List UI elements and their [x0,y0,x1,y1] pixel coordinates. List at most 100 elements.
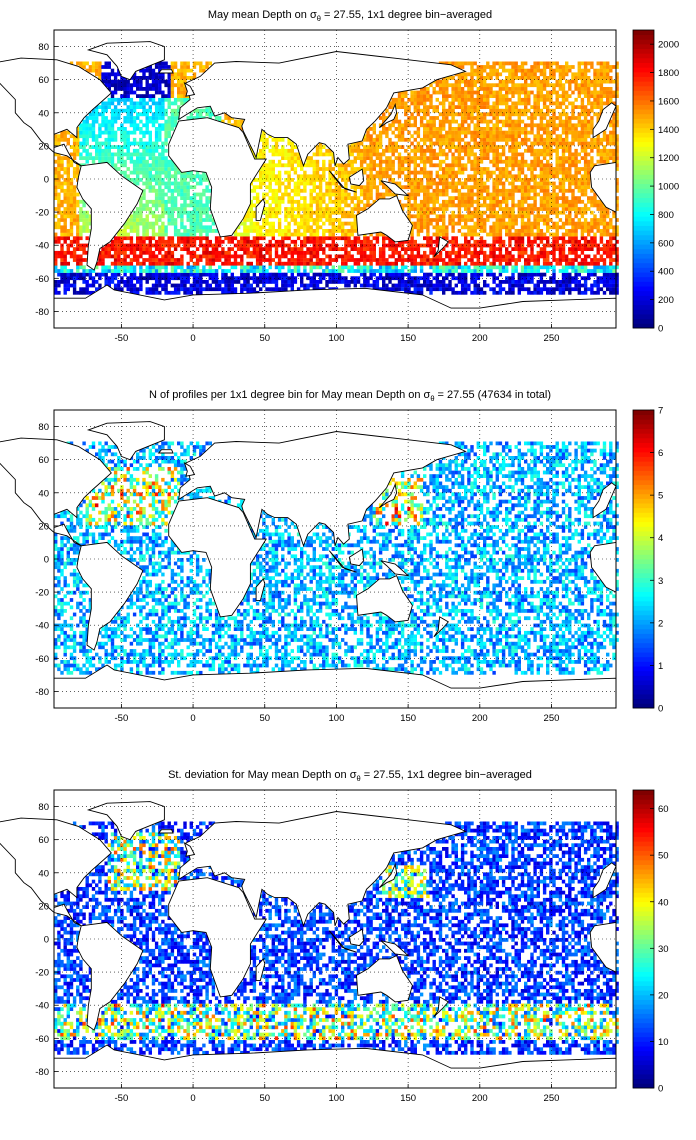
heatmap-cell [227,269,231,273]
heatmap-cell [385,174,389,179]
heatmap-cell [366,163,370,168]
heatmap-cell [382,167,386,171]
heatmap-cell [281,156,285,160]
heatmap-cell [208,254,212,259]
heatmap-cell [413,170,417,175]
heatmap-cell [240,287,244,292]
heatmap-cell [246,232,250,237]
heatmap-cell [183,225,187,230]
heatmap-cell [255,276,260,281]
heatmap-cell [612,236,616,241]
heatmap-cell [54,174,58,179]
heatmap-cell [123,280,127,284]
heatmap-cell [460,218,465,222]
heatmap-cell [561,287,566,292]
heatmap-cell [57,170,61,175]
heatmap-cell [331,247,335,251]
heatmap-cell [259,243,263,248]
heatmap-cell [151,163,156,168]
heatmap-cell [442,218,446,222]
heatmap-cell [350,254,354,259]
heatmap-cell [602,156,607,160]
heatmap-cell [117,247,121,251]
heatmap-cell [88,134,93,139]
heatmap-cell [473,254,477,259]
heatmap-cell [577,247,581,251]
heatmap-cell [498,203,503,208]
heatmap-cell [136,148,140,153]
heatmap-cell [464,207,468,211]
heatmap-cell [158,170,162,175]
heatmap-cell [388,272,392,277]
heatmap-cell [214,258,219,262]
heatmap-cell [107,250,111,255]
heatmap-cell [170,199,175,204]
heatmap-cell [378,269,383,273]
heatmap-cell [590,210,594,215]
heatmap-cell [306,272,310,277]
heatmap-cell [524,232,528,237]
heatmap-cell [520,272,525,277]
heatmap-cell [407,163,411,168]
heatmap-cell [287,137,291,142]
heatmap-cell [337,272,342,277]
heatmap-cell [142,261,146,266]
heatmap-cell [590,290,594,295]
heatmap-cell [558,141,563,146]
heatmap-cell [136,210,140,215]
heatmap-cell [457,148,462,153]
heatmap-cell [539,134,544,139]
heatmap-cell [413,221,417,226]
heatmap-cell [542,167,547,171]
heatmap-cell [533,152,537,157]
heatmap-cell [571,218,575,222]
heatmap-cell [183,210,187,215]
heatmap-cell [429,239,433,244]
heatmap-cell [309,218,313,222]
heatmap-cell [366,280,370,284]
heatmap-cell [129,170,134,175]
heatmap-cell [205,218,209,222]
heatmap-cell [82,225,86,230]
heatmap-cell [296,203,301,208]
heatmap-cell [240,283,244,288]
heatmap-cell [470,210,474,215]
heatmap-cell [312,254,316,259]
heatmap-cell [300,261,304,266]
heatmap-cell [287,207,291,211]
heatmap-cell [117,159,121,164]
heatmap-cell [195,269,200,273]
heatmap-cell [113,254,118,259]
heatmap-cell [189,243,193,248]
heatmap-cell [587,170,591,175]
heatmap-cell [208,287,212,292]
heatmap-cell [158,236,162,241]
heatmap-cell [309,283,313,288]
heatmap-cell [517,229,521,233]
heatmap-cell [72,148,77,153]
heatmap-cell [151,265,156,270]
heatmap-cell [438,254,443,259]
heatmap-cell [476,188,480,193]
heatmap-cell [252,221,257,226]
heatmap-cell [577,159,581,164]
heatmap-cell [145,290,149,295]
heatmap-cell [498,236,503,241]
heatmap-cell [470,254,474,259]
heatmap-cell [123,247,127,251]
heatmap-cell [375,287,380,292]
heatmap-cell [262,148,266,153]
heatmap-cell [486,243,490,248]
heatmap-cell [511,203,515,208]
heatmap-cell [448,170,452,175]
heatmap-cell [546,239,550,244]
heatmap-cell [587,239,591,244]
heatmap-cell [177,181,181,186]
heatmap-cell [151,276,156,281]
heatmap-cell [69,229,74,233]
heatmap-cell [129,236,134,241]
heatmap-cell [183,188,187,193]
heatmap-cell [489,225,493,230]
heatmap-cell [221,272,225,277]
heatmap-cell [322,159,326,164]
